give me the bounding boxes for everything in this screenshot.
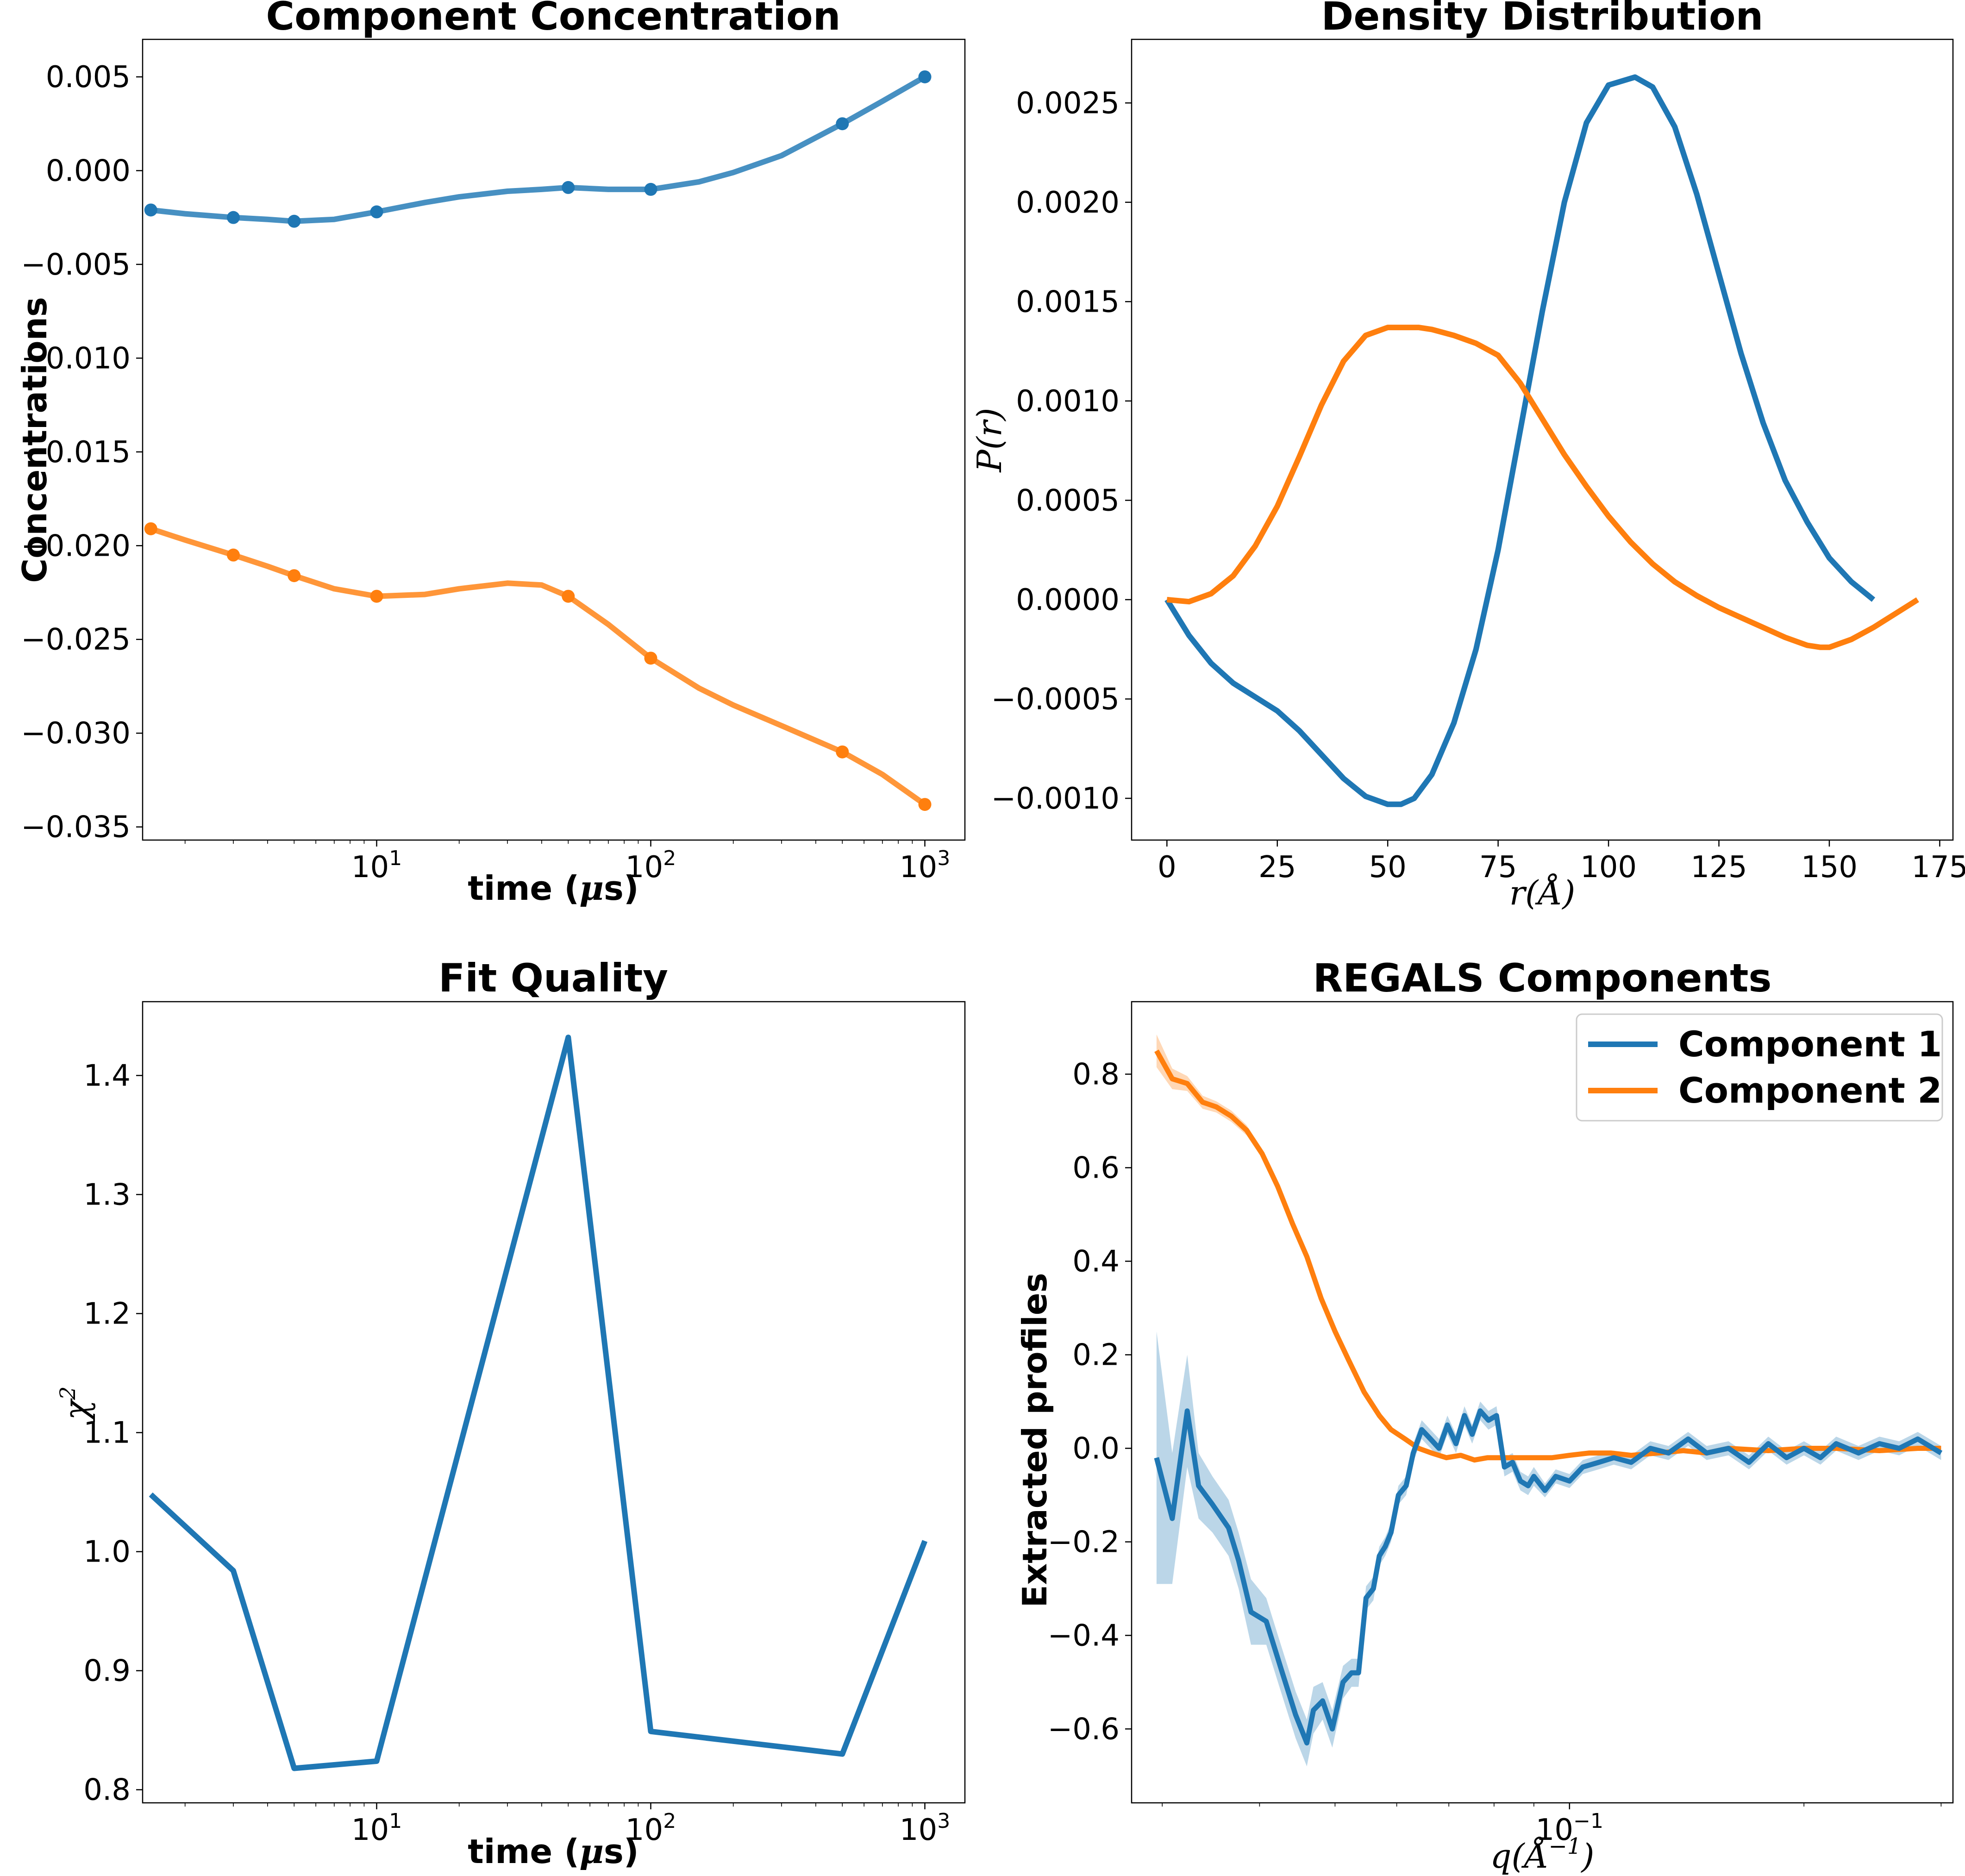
- data-point: [144, 203, 157, 217]
- y-tick-label: 1.2: [83, 1297, 131, 1331]
- data-point: [370, 205, 383, 219]
- y-tick-label: 0.6: [1072, 1151, 1120, 1186]
- y-tick-label: 1.1: [83, 1416, 131, 1450]
- legend: Component 1 Component 2: [1576, 1013, 1943, 1122]
- chart-title: Density Distribution: [1321, 0, 1764, 39]
- x-tick-label: 102: [626, 1809, 676, 1847]
- y-tick-label: 0.0015: [1016, 285, 1120, 319]
- x-tick-label: 101: [351, 1809, 402, 1847]
- series-line-1: [150, 74, 926, 224]
- y-tick-label: 0.0025: [1016, 86, 1120, 120]
- data-point: [644, 652, 657, 665]
- data-point: [836, 117, 849, 131]
- confidence-band-1: [1156, 1331, 1941, 1767]
- x-tick-label: 102: [626, 847, 676, 885]
- x-tick-label: 103: [900, 1809, 950, 1847]
- panel-fit-quality: Fit Quality time (μs) χ2 1.4 1.3 1.2 1.1 1.0…: [55, 955, 966, 1871]
- x-tick-label: 150: [1801, 850, 1858, 885]
- legend-label-1: Component 1: [1678, 1023, 1942, 1065]
- y-tick-label: −0.4: [1048, 1619, 1120, 1653]
- y-tick-label: 1.4: [83, 1059, 131, 1093]
- y-tick-label: 0.0: [1072, 1431, 1120, 1466]
- y-axis-label: Extracted profiles: [1015, 1273, 1054, 1608]
- panel-regals-components: REGALS Components q(Å−1) Extracted profi…: [1015, 955, 1954, 1876]
- x-tick-label: 75: [1479, 850, 1517, 885]
- data-point: [288, 214, 301, 228]
- y-tick-label: −0.005: [21, 248, 131, 282]
- y-tick-label: 1.3: [83, 1178, 131, 1212]
- y-tick-label: 0.0010: [1016, 384, 1120, 419]
- axes-frame: [142, 38, 966, 841]
- y-tick-label: −0.0005: [991, 682, 1120, 716]
- y-tick-label: −0.035: [21, 810, 131, 845]
- y-tick-label: −0.025: [21, 623, 131, 657]
- y-tick-label: 0.8: [83, 1773, 131, 1807]
- y-tick-label: 0.2: [1072, 1338, 1120, 1372]
- y-tick-label: 0.0020: [1016, 186, 1120, 220]
- y-tick-label: 0.4: [1072, 1245, 1120, 1279]
- data-point: [288, 569, 301, 583]
- x-tick-label: 50: [1369, 850, 1406, 885]
- legend-frame: [1576, 1013, 1943, 1122]
- legend-label-2: Component 2: [1678, 1070, 1942, 1111]
- data-point: [370, 590, 383, 603]
- panel-component-concentration: Component Concentration time (μs) Concen…: [15, 0, 966, 908]
- y-tick-label: 0.8: [1072, 1058, 1120, 1092]
- x-tick-label: 25: [1258, 850, 1296, 885]
- y-tick-label: −0.2: [1048, 1525, 1120, 1559]
- data-point: [226, 548, 240, 562]
- series-line-1: [1154, 1408, 1943, 1746]
- x-axis-label: time (μs): [468, 868, 638, 908]
- y-tick-label: −0.015: [21, 435, 131, 470]
- panel-density-distribution: Density Distribution r(Å) P(r) 0.0025 0.0…: [970, 0, 1965, 912]
- y-tick-label: −0.6: [1048, 1712, 1120, 1746]
- series-line-2: [150, 526, 926, 807]
- y-tick-label: 0.000: [46, 154, 131, 188]
- x-tick-label: 0: [1158, 850, 1176, 885]
- chart-title: Fit Quality: [438, 955, 668, 1001]
- axes-frame: [1131, 38, 1954, 841]
- data-point: [836, 745, 849, 759]
- y-axis-label: Concentrations: [15, 297, 54, 583]
- axes-frame: [142, 1001, 966, 1804]
- y-tick-label: −0.010: [21, 341, 131, 376]
- x-tick-label: 103: [900, 847, 950, 885]
- chart-title: REGALS Components: [1313, 955, 1772, 1001]
- y-axis-label: P(r): [970, 408, 1009, 473]
- series-line: [149, 1035, 928, 1771]
- x-tick-label: 10−1: [1536, 1809, 1603, 1847]
- x-tick-label: 100: [1580, 850, 1637, 885]
- data-point: [918, 798, 932, 811]
- x-tick-label: 101: [351, 847, 402, 885]
- data-point: [226, 211, 240, 224]
- data-point: [918, 70, 932, 83]
- data-point: [144, 522, 157, 535]
- y-tick-label: 0.9: [83, 1654, 131, 1688]
- y-tick-label: 0.005: [46, 60, 131, 94]
- x-axis-label: q(Å−1): [1490, 1833, 1594, 1876]
- y-tick-label: 0.0000: [1016, 583, 1120, 617]
- x-axis-label: time (μs): [468, 1832, 638, 1871]
- y-tick-label: −0.020: [21, 529, 131, 563]
- chart-title: Component Concentration: [266, 0, 840, 39]
- y-tick-label: 1.0: [83, 1535, 131, 1569]
- series-line-2: [1166, 325, 1919, 650]
- x-tick-label: 125: [1690, 850, 1747, 885]
- data-point: [562, 181, 575, 194]
- data-point: [562, 590, 575, 603]
- data-point: [644, 182, 657, 196]
- x-axis-label: r(Å): [1509, 873, 1576, 912]
- y-axis-label: χ2: [55, 1387, 96, 1423]
- x-tick-label: 175: [1911, 850, 1965, 885]
- y-tick-label: 0.0005: [1016, 483, 1120, 518]
- series-line-1: [1164, 74, 1876, 807]
- axes-frame: [1131, 1001, 1954, 1804]
- y-tick-label: −0.030: [21, 716, 131, 751]
- y-tick-label: −0.0010: [991, 782, 1120, 816]
